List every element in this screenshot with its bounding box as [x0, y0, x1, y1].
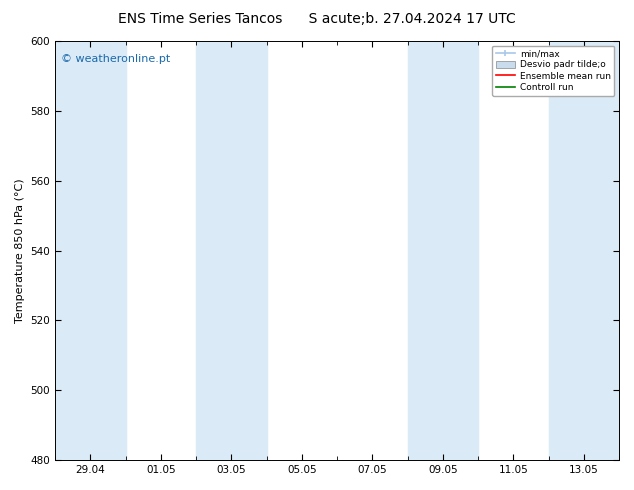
Bar [196, 41, 267, 460]
Text: © weatheronline.pt: © weatheronline.pt [61, 53, 170, 64]
Bar [408, 41, 478, 460]
Legend: min/max, Desvio padr tilde;o, Ensemble mean run, Controll run: min/max, Desvio padr tilde;o, Ensemble m… [492, 46, 614, 96]
Text: ENS Time Series Tancos      S acute;b. 27.04.2024 17 UTC: ENS Time Series Tancos S acute;b. 27.04.… [118, 12, 516, 26]
Y-axis label: Temperature 850 hPa (°C): Temperature 850 hPa (°C) [15, 178, 25, 323]
Bar [55, 41, 126, 460]
Bar [548, 41, 619, 460]
